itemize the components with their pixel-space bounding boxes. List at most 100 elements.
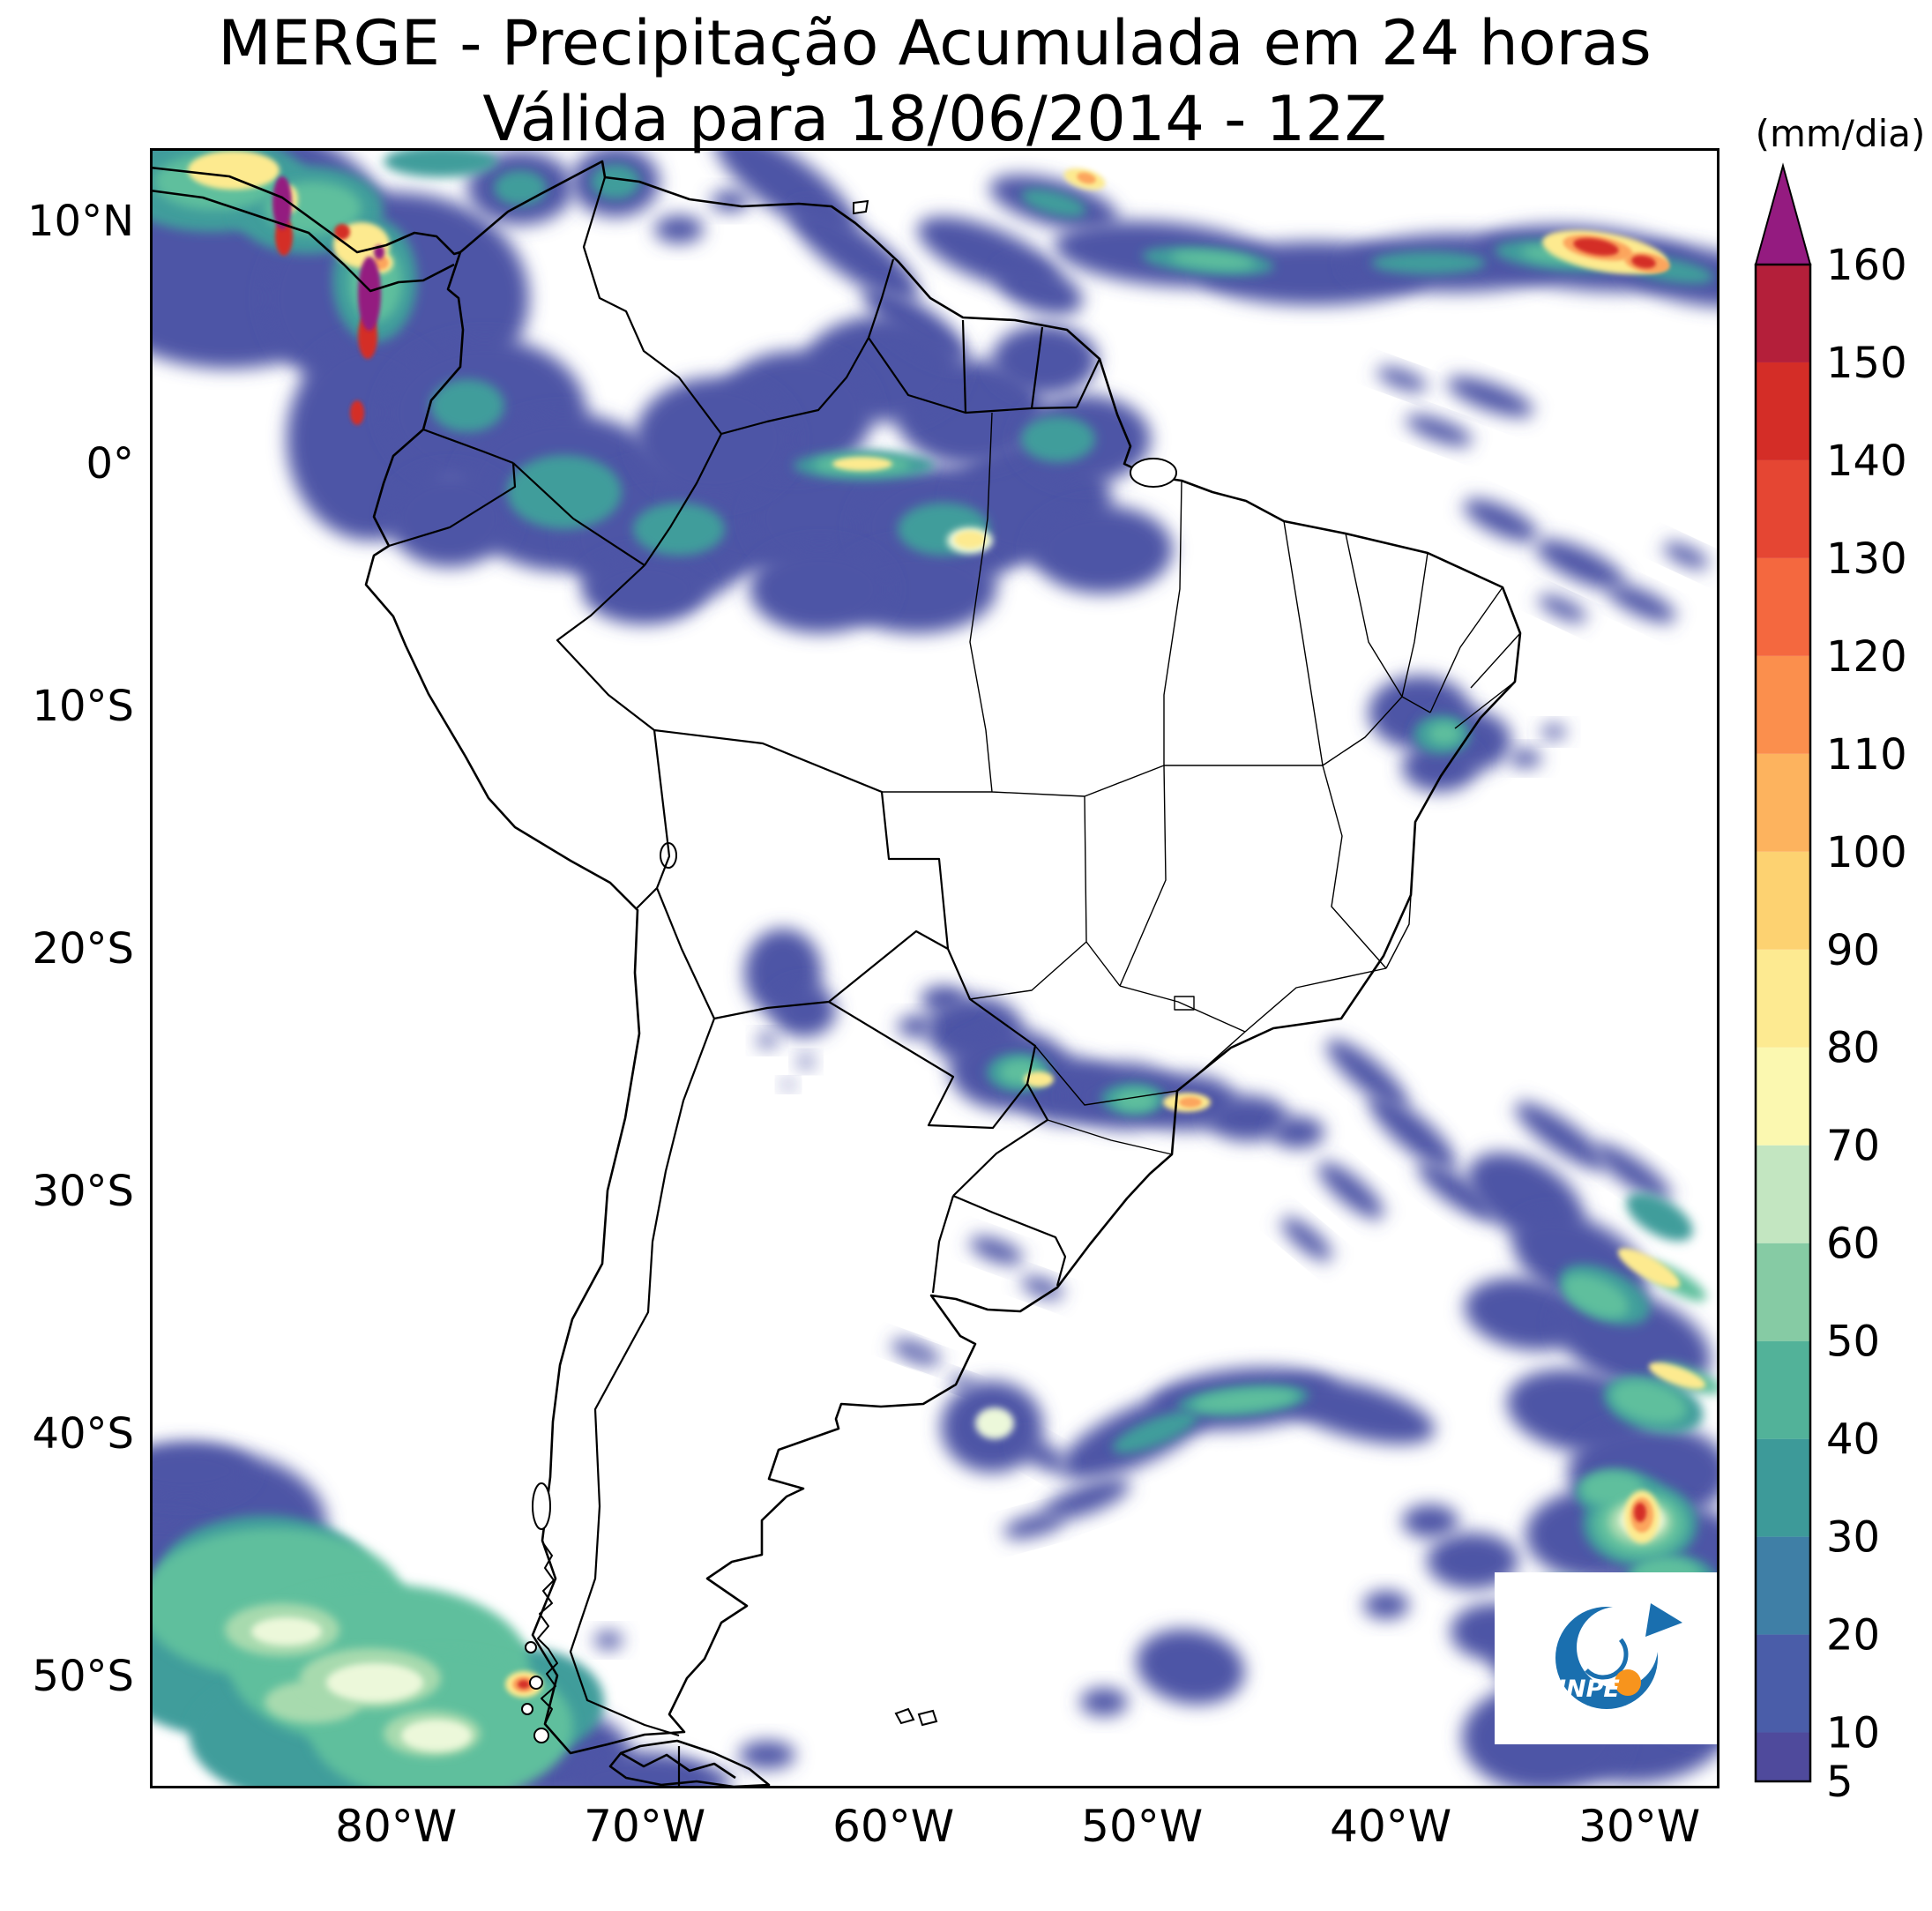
precip-blob-blue (388, 470, 511, 567)
precip-blob-blue (1326, 1039, 1407, 1109)
precip-blob-pale (975, 1407, 1014, 1439)
precip-blob-blue (1272, 1116, 1324, 1148)
colorbar-segment (1756, 1243, 1810, 1341)
precip-blob-blue (1418, 1161, 1496, 1220)
colorbar: (mm/dia) 510 20 30 40 50 60 70 80 90 100 110 120 130… (1754, 115, 1925, 1807)
precip-blob-blue (594, 1631, 623, 1649)
lon-tick-label: 40°W (1330, 1801, 1452, 1852)
precip-blob-pale (401, 1720, 472, 1751)
precip-blob-blue (739, 1741, 795, 1769)
colorbar-tick-label: 10 (1826, 1709, 1880, 1758)
precip-blob-teal (384, 148, 498, 177)
colorbar-tick-label: 40 (1826, 1415, 1880, 1465)
colorbar-segment (1756, 1438, 1810, 1537)
colorbar-body: 510 20 30 40 50 60 70 80 90 100 110 120 130 140 150 160 (1754, 162, 1907, 1807)
precip-blob-blue (898, 1016, 933, 1037)
colorbar-segment (1756, 949, 1810, 1048)
precip-blob-magenta (358, 257, 381, 331)
precip-blob-blue (798, 1056, 814, 1068)
logo-orange-dot (1615, 1669, 1641, 1696)
precip-blob-blue (1463, 498, 1539, 542)
island-chiloe (532, 1482, 551, 1530)
precip-blob-blue (1021, 1276, 1063, 1299)
precip-blob-red (334, 224, 350, 240)
fjord-island (521, 1703, 533, 1715)
colorbar-tick-label: 140 (1826, 437, 1907, 486)
lon-tick-label: 70°W (584, 1801, 706, 1852)
colorbar-segment (1756, 655, 1810, 754)
precip-blob-red (518, 1680, 530, 1689)
precip-blob-blue (1541, 725, 1566, 739)
lat-tick-label: 0° (86, 438, 134, 489)
precip-blob-teal (1371, 251, 1486, 274)
precip-blob-blue (1281, 1217, 1332, 1261)
precip-blob-blue (1535, 539, 1625, 590)
lon-tick-label: 30°W (1578, 1801, 1701, 1852)
colorbar-segment (1756, 1634, 1810, 1733)
precip-blob-blue (1510, 750, 1541, 767)
precip-blob-pale (326, 1663, 423, 1702)
precip-blob-teal (1626, 1192, 1693, 1242)
precip-blob-green (1115, 1090, 1157, 1111)
precip-blob-blue (782, 1080, 794, 1089)
island-trinidad (853, 199, 869, 215)
lat-tick-label: 50°S (32, 1651, 134, 1701)
inpe-logo-text: INPE (1557, 1676, 1620, 1703)
precip-blob-blue (1042, 1478, 1130, 1520)
precip-blob-blue (1032, 505, 1173, 593)
precip-blob-blue (1464, 1277, 1587, 1351)
precip-blob-blue (1080, 1688, 1128, 1716)
precip-blob-teal (430, 379, 504, 432)
colorbar-segment (1756, 1047, 1810, 1146)
precip-blob-blue (792, 206, 919, 302)
precip-blob-pale (251, 1617, 322, 1646)
precip-blob-teal (507, 455, 622, 529)
precip-blob-green (1170, 251, 1255, 269)
precip-blob-blue (1277, 1377, 1436, 1444)
precip-blob-magenta (272, 176, 292, 229)
lat-tick-label: 10°S (32, 681, 134, 731)
colorbar-tick-label: 80 (1826, 1024, 1880, 1073)
colorbar-segment (1756, 1732, 1810, 1781)
lat-tick-label: 20°S (32, 923, 134, 974)
precip-blob-blue (711, 190, 750, 212)
colorbar-tick-label: 130 (1826, 534, 1907, 584)
colorbar-tick-label: 160 (1826, 241, 1907, 290)
precip-blob-blue (757, 1034, 777, 1048)
lon-tick-label: 60°W (832, 1801, 955, 1852)
precip-blob-teal (494, 170, 547, 205)
precip-blob-red (350, 400, 364, 425)
precip-blob-blue (150, 1443, 251, 1499)
precip-blob-yellow (832, 457, 892, 471)
colorbar-segment (1756, 851, 1810, 950)
lat-tick-label: 10°N (27, 196, 134, 246)
precip-blob-blue (1538, 594, 1587, 623)
colorbar-tick-label: 150 (1826, 339, 1907, 388)
colorbar-tick-label: 30 (1826, 1513, 1880, 1563)
colorbar-tick-label: 110 (1826, 730, 1907, 780)
fjord-island (529, 1676, 543, 1690)
precip-blob-yellow (1648, 1362, 1706, 1389)
inpe-logo: INPE (1495, 1572, 1719, 1744)
precip-blob-blue (969, 1236, 1024, 1265)
precip-blob-orange (1179, 1097, 1202, 1108)
precip-blob-blue (1402, 1504, 1458, 1538)
colorbar-segment (1756, 362, 1810, 460)
figure-title-line2: Válida para 18/06/2014 - 12Z (482, 83, 1387, 155)
islands-falkland (894, 1707, 938, 1727)
colorbar-segment (1756, 1340, 1810, 1439)
precip-blob-green (1428, 723, 1460, 744)
map-canvas: INPE (150, 148, 1719, 1788)
lon-tick-label: 80°W (335, 1801, 458, 1852)
colorbar-segment (1756, 1536, 1810, 1635)
precip-blob-green (1580, 1471, 1644, 1506)
precip-blob-blue (891, 1340, 926, 1359)
colorbar-tick-label: 120 (1826, 632, 1907, 682)
geography-borders (150, 160, 1522, 1788)
precip-blob-blue (1594, 1144, 1672, 1202)
precipitation-field (150, 148, 1719, 1788)
precip-blob-teal (633, 503, 725, 556)
country-borders (388, 176, 1100, 1788)
state-borders (882, 412, 1521, 1155)
lat-tick-label: 30°S (32, 1166, 134, 1216)
